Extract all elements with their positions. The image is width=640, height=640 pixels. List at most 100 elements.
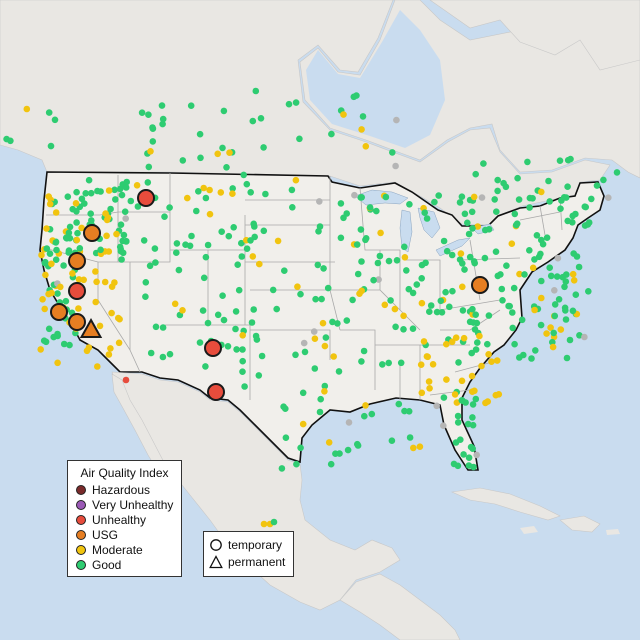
station-marker[interactable] bbox=[585, 219, 593, 226]
station-marker[interactable] bbox=[555, 296, 563, 303]
station-marker[interactable] bbox=[46, 200, 54, 208]
station-marker[interactable] bbox=[324, 284, 332, 292]
station-marker[interactable] bbox=[53, 246, 60, 254]
station-marker[interactable] bbox=[459, 283, 466, 291]
station-marker[interactable] bbox=[448, 251, 456, 259]
station-marker[interactable] bbox=[456, 256, 464, 263]
station-marker[interactable] bbox=[202, 363, 209, 370]
station-marker[interactable] bbox=[403, 267, 410, 274]
station-marker[interactable] bbox=[484, 398, 492, 405]
station-marker[interactable] bbox=[405, 408, 413, 415]
station-marker[interactable] bbox=[193, 207, 200, 215]
station-marker[interactable] bbox=[255, 260, 263, 268]
station-marker[interactable] bbox=[38, 251, 45, 259]
station-marker[interactable] bbox=[457, 250, 465, 257]
station-marker[interactable] bbox=[45, 193, 52, 200]
station-marker[interactable] bbox=[467, 443, 475, 451]
station-marker[interactable] bbox=[562, 307, 569, 314]
station-marker[interactable] bbox=[206, 186, 213, 194]
station-marker[interactable] bbox=[582, 203, 589, 211]
station-marker[interactable] bbox=[344, 446, 352, 454]
station-marker[interactable] bbox=[75, 305, 82, 312]
station-marker[interactable] bbox=[219, 292, 226, 300]
station-marker[interactable] bbox=[460, 334, 468, 342]
station-marker[interactable] bbox=[282, 405, 289, 413]
station-marker[interactable] bbox=[418, 261, 426, 269]
station-marker[interactable] bbox=[214, 150, 221, 158]
station-marker[interactable] bbox=[83, 224, 101, 242]
station-marker[interactable] bbox=[425, 378, 433, 385]
station-marker[interactable] bbox=[511, 210, 519, 218]
station-marker[interactable] bbox=[73, 188, 80, 196]
station-marker[interactable] bbox=[388, 437, 396, 445]
station-marker[interactable] bbox=[524, 158, 531, 166]
station-marker[interactable] bbox=[558, 197, 565, 204]
station-marker[interactable] bbox=[105, 351, 113, 358]
station-marker[interactable] bbox=[66, 341, 73, 349]
station-marker[interactable] bbox=[373, 207, 380, 215]
station-marker[interactable] bbox=[200, 274, 208, 282]
station-marker[interactable] bbox=[343, 317, 351, 324]
station-marker[interactable] bbox=[464, 420, 472, 428]
station-marker[interactable] bbox=[146, 262, 154, 270]
station-marker[interactable] bbox=[233, 346, 240, 353]
station-marker[interactable] bbox=[41, 305, 48, 313]
station-marker[interactable] bbox=[478, 362, 485, 370]
station-marker[interactable] bbox=[576, 332, 583, 339]
station-marker[interactable] bbox=[457, 436, 464, 444]
station-marker[interactable] bbox=[406, 434, 414, 441]
station-marker[interactable] bbox=[454, 462, 462, 470]
station-marker[interactable] bbox=[138, 109, 146, 116]
station-marker[interactable] bbox=[546, 264, 553, 272]
station-marker[interactable] bbox=[76, 245, 84, 252]
station-marker[interactable] bbox=[251, 223, 258, 230]
station-marker[interactable] bbox=[322, 334, 330, 341]
station-marker[interactable] bbox=[400, 326, 407, 333]
station-marker[interactable] bbox=[239, 346, 246, 353]
station-marker[interactable] bbox=[509, 324, 516, 332]
station-marker[interactable] bbox=[538, 277, 545, 285]
station-marker[interactable] bbox=[23, 105, 31, 113]
station-marker[interactable] bbox=[299, 389, 307, 397]
station-marker[interactable] bbox=[368, 410, 376, 418]
station-marker[interactable] bbox=[362, 143, 370, 150]
station-marker[interactable] bbox=[188, 232, 195, 240]
station-marker[interactable] bbox=[426, 385, 433, 392]
station-marker[interactable] bbox=[43, 245, 51, 252]
station-marker[interactable] bbox=[547, 272, 555, 280]
station-marker[interactable] bbox=[116, 243, 124, 251]
station-marker[interactable] bbox=[426, 308, 433, 316]
station-marker[interactable] bbox=[456, 199, 464, 206]
station-marker[interactable] bbox=[315, 228, 322, 235]
station-marker[interactable] bbox=[122, 238, 130, 245]
station-marker[interactable] bbox=[537, 321, 545, 329]
station-marker[interactable] bbox=[229, 190, 236, 197]
station-marker[interactable] bbox=[73, 236, 81, 244]
station-marker[interactable] bbox=[366, 204, 374, 211]
station-marker[interactable] bbox=[47, 142, 55, 150]
station-marker[interactable] bbox=[392, 323, 399, 331]
station-marker[interactable] bbox=[472, 346, 480, 353]
station-marker[interactable] bbox=[54, 290, 61, 297]
station-marker[interactable] bbox=[493, 357, 501, 364]
station-marker[interactable] bbox=[433, 402, 441, 410]
station-marker[interactable] bbox=[119, 249, 127, 257]
station-marker[interactable] bbox=[389, 149, 396, 156]
station-marker[interactable] bbox=[255, 372, 263, 379]
station-marker[interactable] bbox=[278, 465, 286, 472]
station-marker[interactable] bbox=[93, 278, 100, 286]
station-marker[interactable] bbox=[377, 229, 384, 237]
station-marker[interactable] bbox=[460, 451, 467, 458]
station-marker[interactable] bbox=[96, 322, 104, 330]
station-marker[interactable] bbox=[149, 125, 157, 132]
station-marker[interactable] bbox=[543, 234, 551, 241]
station-marker[interactable] bbox=[206, 210, 214, 218]
station-marker[interactable] bbox=[329, 318, 336, 326]
station-marker[interactable] bbox=[533, 232, 541, 239]
station-marker[interactable] bbox=[613, 169, 621, 176]
station-marker-permanent[interactable] bbox=[79, 317, 103, 338]
station-marker[interactable] bbox=[431, 198, 438, 206]
station-marker[interactable] bbox=[588, 195, 595, 203]
station-marker[interactable] bbox=[572, 291, 580, 299]
station-marker[interactable] bbox=[472, 395, 480, 403]
